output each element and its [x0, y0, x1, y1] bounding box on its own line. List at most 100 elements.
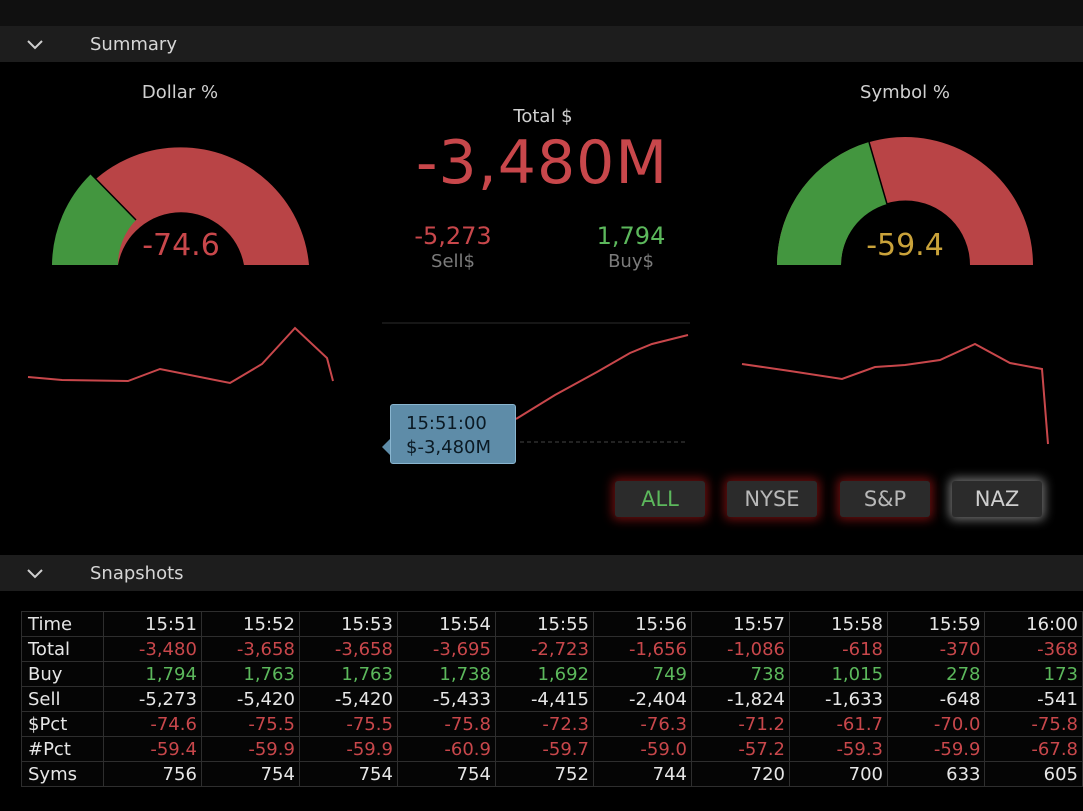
column-header: 15:57 — [690, 611, 791, 637]
summary-section-header[interactable]: Summary — [0, 26, 1083, 62]
buy-label: Buy$ — [608, 251, 654, 272]
dollar-pct-value: -74.6 — [142, 228, 220, 263]
table-cell: -59.9 — [200, 736, 300, 762]
market-button-sp[interactable]: S&P — [840, 481, 930, 517]
column-header: 16:00 — [984, 611, 1083, 637]
table-cell: -72.3 — [494, 711, 594, 737]
table-row: Sell -5,273 -5,420 -5,420 -5,433 -4,415 -2,404… — [21, 686, 1083, 712]
table-cell: -75.8 — [396, 711, 496, 737]
summary-title: Summary — [90, 33, 177, 55]
table-cell: -1,656 — [592, 636, 692, 662]
column-header: 15:52 — [200, 611, 300, 637]
market-button-naz[interactable]: NAZ — [952, 481, 1042, 517]
symbol-gauge-green — [776, 142, 887, 265]
table-cell: -5,420 — [200, 686, 300, 712]
column-header: 15:55 — [494, 611, 594, 637]
table-cell: 1,763 — [200, 661, 300, 687]
total-label: Total $ — [513, 106, 573, 127]
table-cell: -2,404 — [592, 686, 692, 712]
row-label: Sell — [21, 686, 104, 712]
snapshots-table: Time 15:51 15:52 15:53 15:54 15:55 15:56… — [21, 611, 1083, 787]
table-cell: -648 — [887, 686, 986, 712]
table-cell: -75.5 — [200, 711, 300, 737]
column-header: 15:58 — [788, 611, 889, 637]
column-header: 15:51 — [102, 611, 202, 637]
column-header: 15:53 — [298, 611, 398, 637]
snapshots-section-header[interactable]: Snapshots — [0, 555, 1083, 591]
table-cell: -59.9 — [887, 736, 986, 762]
table-cell: -67.8 — [984, 736, 1083, 762]
table-cell: -60.9 — [396, 736, 496, 762]
summary-graphics — [27, 137, 1049, 445]
table-cell: -3,658 — [200, 636, 300, 662]
table-cell: 700 — [788, 761, 889, 787]
row-label: #Pct — [21, 736, 104, 762]
table-row: Syms 756 754 754 754 752 744 720 700 633 605 — [21, 761, 1083, 787]
row-label: Buy — [21, 661, 104, 687]
table-cell: 752 — [494, 761, 594, 787]
table-cell: -1,086 — [690, 636, 791, 662]
table-cell: -59.4 — [102, 736, 202, 762]
column-header: 15:54 — [396, 611, 496, 637]
table-cell: 720 — [690, 761, 791, 787]
table-cell: -74.6 — [102, 711, 202, 737]
table-row: Buy 1,794 1,763 1,763 1,738 1,692 749 738 1,015 2… — [21, 661, 1083, 687]
table-cell: 744 — [592, 761, 692, 787]
table-row: Total -3,480 -3,658 -3,658 -3,695 -2,723 -1,65… — [21, 636, 1083, 662]
table-cell: -3,695 — [396, 636, 496, 662]
table-cell: -75.5 — [298, 711, 398, 737]
column-header: 15:56 — [592, 611, 692, 637]
table-cell: 1,794 — [102, 661, 202, 687]
table-cell: -59.3 — [788, 736, 889, 762]
table-cell: 633 — [887, 761, 986, 787]
table-cell: -59.7 — [494, 736, 594, 762]
symbol-pct-label: Symbol % — [860, 82, 950, 103]
table-cell: 1,015 — [788, 661, 889, 687]
table-cell: -3,658 — [298, 636, 398, 662]
table-cell: -3,480 — [102, 636, 202, 662]
total-sparkline — [515, 334, 689, 420]
tooltip-time: 15:51:00 — [406, 413, 487, 434]
table-cell: 754 — [200, 761, 300, 787]
table-cell: -4,415 — [494, 686, 594, 712]
chevron-down-icon[interactable] — [26, 564, 44, 582]
column-header: Time — [21, 611, 104, 637]
table-header-row: Time 15:51 15:52 15:53 15:54 15:55 15:56… — [21, 611, 1083, 637]
total-value: -3,480M — [415, 128, 669, 198]
market-button-all[interactable]: ALL — [615, 481, 705, 517]
buy-value: 1,794 — [596, 222, 666, 250]
tooltip-value: $-3,480M — [406, 437, 492, 458]
table-cell: -5,420 — [298, 686, 398, 712]
dollar-pct-sparkline — [27, 326, 334, 385]
symbol-pct-value: -59.4 — [866, 228, 944, 263]
market-button-nyse[interactable]: NYSE — [727, 481, 817, 517]
table-cell: -2,723 — [494, 636, 594, 662]
table-cell: 173 — [984, 661, 1083, 687]
table-cell: -71.2 — [690, 711, 791, 737]
table-cell: -618 — [788, 636, 889, 662]
chevron-down-icon[interactable] — [26, 35, 44, 53]
table-cell: 1,692 — [494, 661, 594, 687]
table-row: $Pct -74.6 -75.5 -75.5 -75.8 -72.3 -76.3 -71.2-… — [21, 711, 1083, 737]
sell-value: -5,273 — [414, 222, 492, 250]
table-cell: -75.8 — [984, 711, 1083, 737]
table-cell: -59.9 — [298, 736, 398, 762]
sell-label: Sell$ — [431, 251, 475, 272]
dollar-pct-label: Dollar % — [141, 82, 219, 103]
table-cell: -1,633 — [788, 686, 889, 712]
table-cell: -61.7 — [788, 711, 889, 737]
table-cell: -76.3 — [592, 711, 692, 737]
table-cell: -370 — [887, 636, 986, 662]
table-cell: -70.0 — [887, 711, 986, 737]
table-cell: 1,738 — [396, 661, 496, 687]
table-cell: 605 — [984, 761, 1083, 787]
table-row: #Pct -59.4 -59.9 -59.9 -60.9 -59.7 -59.0 -57.2-… — [21, 736, 1083, 762]
table-cell: -541 — [984, 686, 1083, 712]
table-cell: -57.2 — [690, 736, 791, 762]
row-label: $Pct — [21, 711, 104, 737]
table-cell: 278 — [887, 661, 986, 687]
table-cell: -5,273 — [102, 686, 202, 712]
snapshots-title: Snapshots — [90, 562, 184, 584]
chart-tooltip: 15:51:00 $-3,480M — [382, 404, 516, 464]
row-label: Total — [21, 636, 104, 662]
